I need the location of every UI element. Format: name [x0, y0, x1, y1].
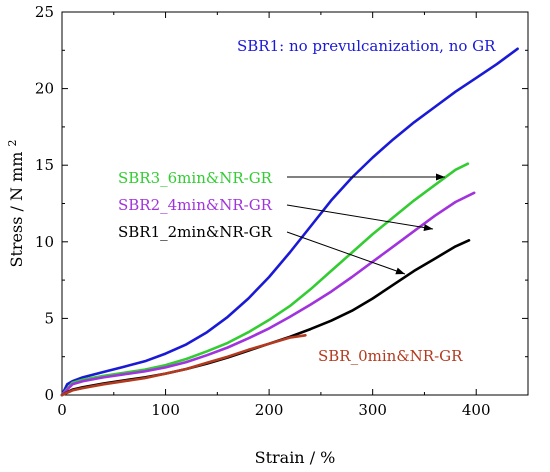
series-line-4	[60, 333, 307, 397]
y-axis-title-superscript: 2	[6, 139, 19, 146]
y-tick-label: 20	[35, 80, 54, 98]
arrow-head-3	[395, 267, 405, 275]
x-tick-label: 200	[255, 401, 284, 419]
series-label-3: SBR1_2min&NR-GR	[118, 223, 273, 241]
x-tick-label: 100	[151, 401, 180, 419]
y-tick-label: 25	[35, 3, 54, 21]
series-lines	[60, 47, 519, 397]
series-label-4: SBR_0min&NR-GR	[318, 347, 463, 365]
axis-ticks: 0 100 200 300 400 0 5 10 15 20 25	[35, 3, 528, 419]
series-line-0	[60, 47, 519, 397]
arrow-line-2	[286, 204, 434, 230]
series-line-1	[60, 162, 470, 397]
y-axis-title-main: Stress / N mm	[7, 152, 26, 268]
series-label-1: SBR3_6min&NR-GR	[118, 169, 273, 187]
series-label-2: SBR2_4min&NR-GR	[118, 196, 273, 214]
arrow-head-2	[423, 224, 433, 231]
y-tick-label: 10	[35, 233, 54, 251]
y-tick-label: 15	[35, 156, 54, 174]
y-axis-title: Stress / N mm 2	[6, 139, 27, 267]
series-line-2	[60, 191, 476, 397]
x-tick-label: 400	[462, 401, 491, 419]
x-axis-title: Strain / %	[255, 448, 336, 467]
y-tick-label: 0	[44, 386, 54, 404]
arrow-line-3	[286, 231, 406, 275]
y-tick-label: 5	[44, 309, 54, 327]
x-tick-label: 300	[358, 401, 387, 419]
series-labels: SBR1: no prevulcanization, no GR SBR3_6mi…	[118, 37, 496, 365]
arrow-head-1	[436, 173, 445, 181]
x-tick-label: 0	[57, 401, 67, 419]
series-label-0: SBR1: no prevulcanization, no GR	[237, 37, 496, 55]
label-arrows	[286, 173, 445, 275]
